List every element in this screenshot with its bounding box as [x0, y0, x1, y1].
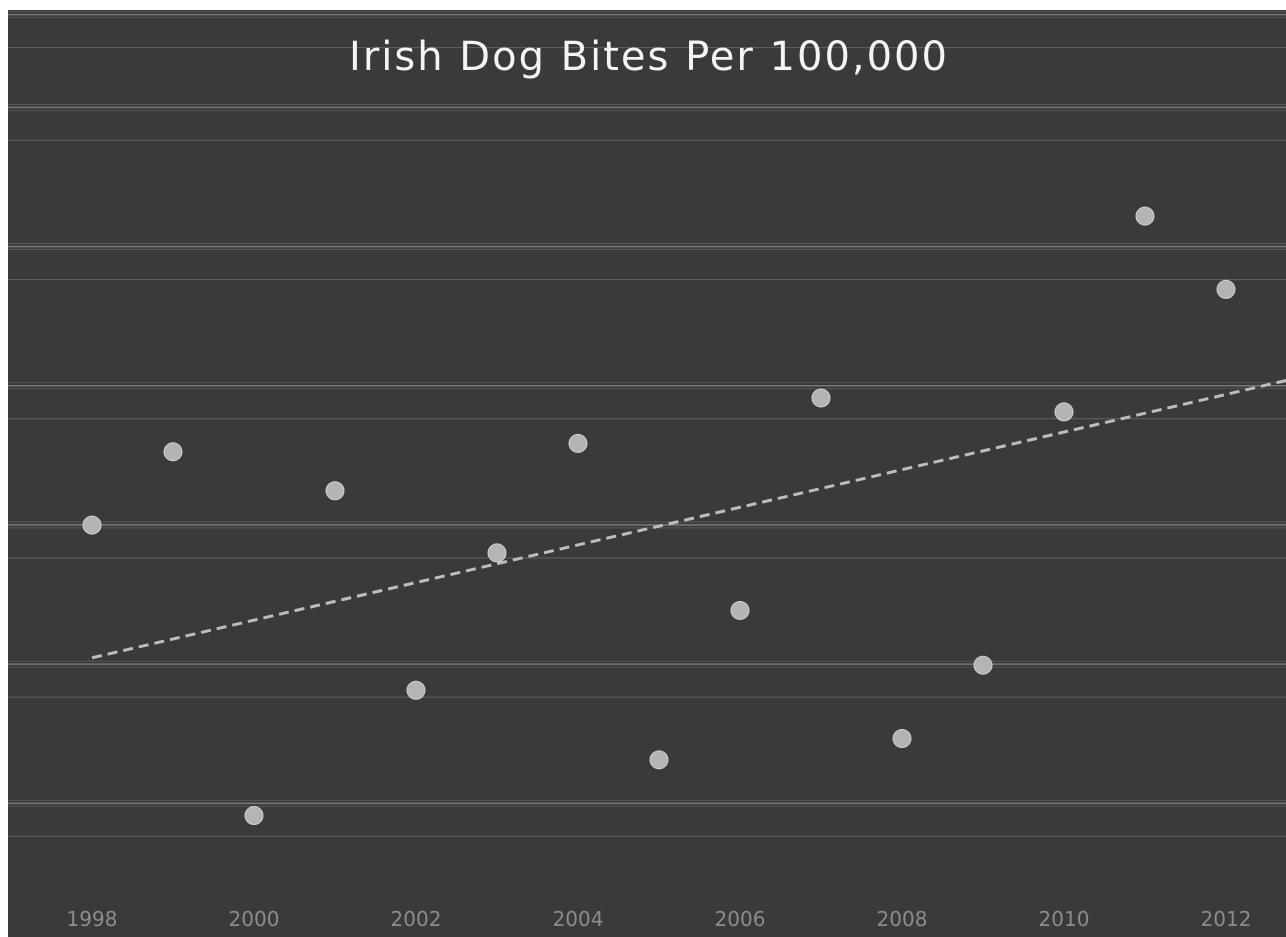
data-point — [730, 600, 750, 620]
plot-background — [8, 10, 1286, 937]
data-point — [1054, 402, 1074, 422]
data-point — [244, 806, 264, 826]
data-point — [568, 433, 588, 453]
x-axis-ticks: 1998 2000 2002 2004 2006 2008 2010 2012 — [67, 907, 1252, 931]
data-point — [811, 388, 831, 408]
x-tick-label: 2008 — [877, 907, 928, 931]
trendline — [91, 378, 1286, 660]
x-tick-label: 2006 — [715, 907, 766, 931]
data-point — [406, 680, 426, 700]
x-tick-label: 2010 — [1039, 907, 1090, 931]
x-tick-label: 2004 — [553, 907, 604, 931]
data-point — [892, 729, 912, 749]
data-point — [649, 750, 669, 770]
chart-title: Irish Dog Bites Per 100,000 — [349, 34, 949, 80]
trendline-group — [91, 378, 1286, 660]
x-tick-label: 2012 — [1201, 907, 1252, 931]
gridlines — [8, 11, 1286, 837]
data-point — [487, 543, 507, 563]
x-tick-label: 1998 — [67, 907, 118, 931]
x-tick-label: 2002 — [391, 907, 442, 931]
scatter-chart: 1998 2000 2002 2004 2006 2008 2010 2012 Irish D… — [8, 10, 1286, 937]
data-point — [82, 515, 102, 535]
data-points — [82, 206, 1236, 826]
data-point — [973, 655, 993, 675]
data-point — [325, 481, 345, 501]
chart-container: 1998 2000 2002 2004 2006 2008 2010 2012 Irish D… — [8, 10, 1286, 937]
data-point — [163, 442, 183, 462]
data-point — [1135, 206, 1155, 226]
x-tick-label: 2000 — [229, 907, 280, 931]
data-point — [1216, 279, 1236, 299]
